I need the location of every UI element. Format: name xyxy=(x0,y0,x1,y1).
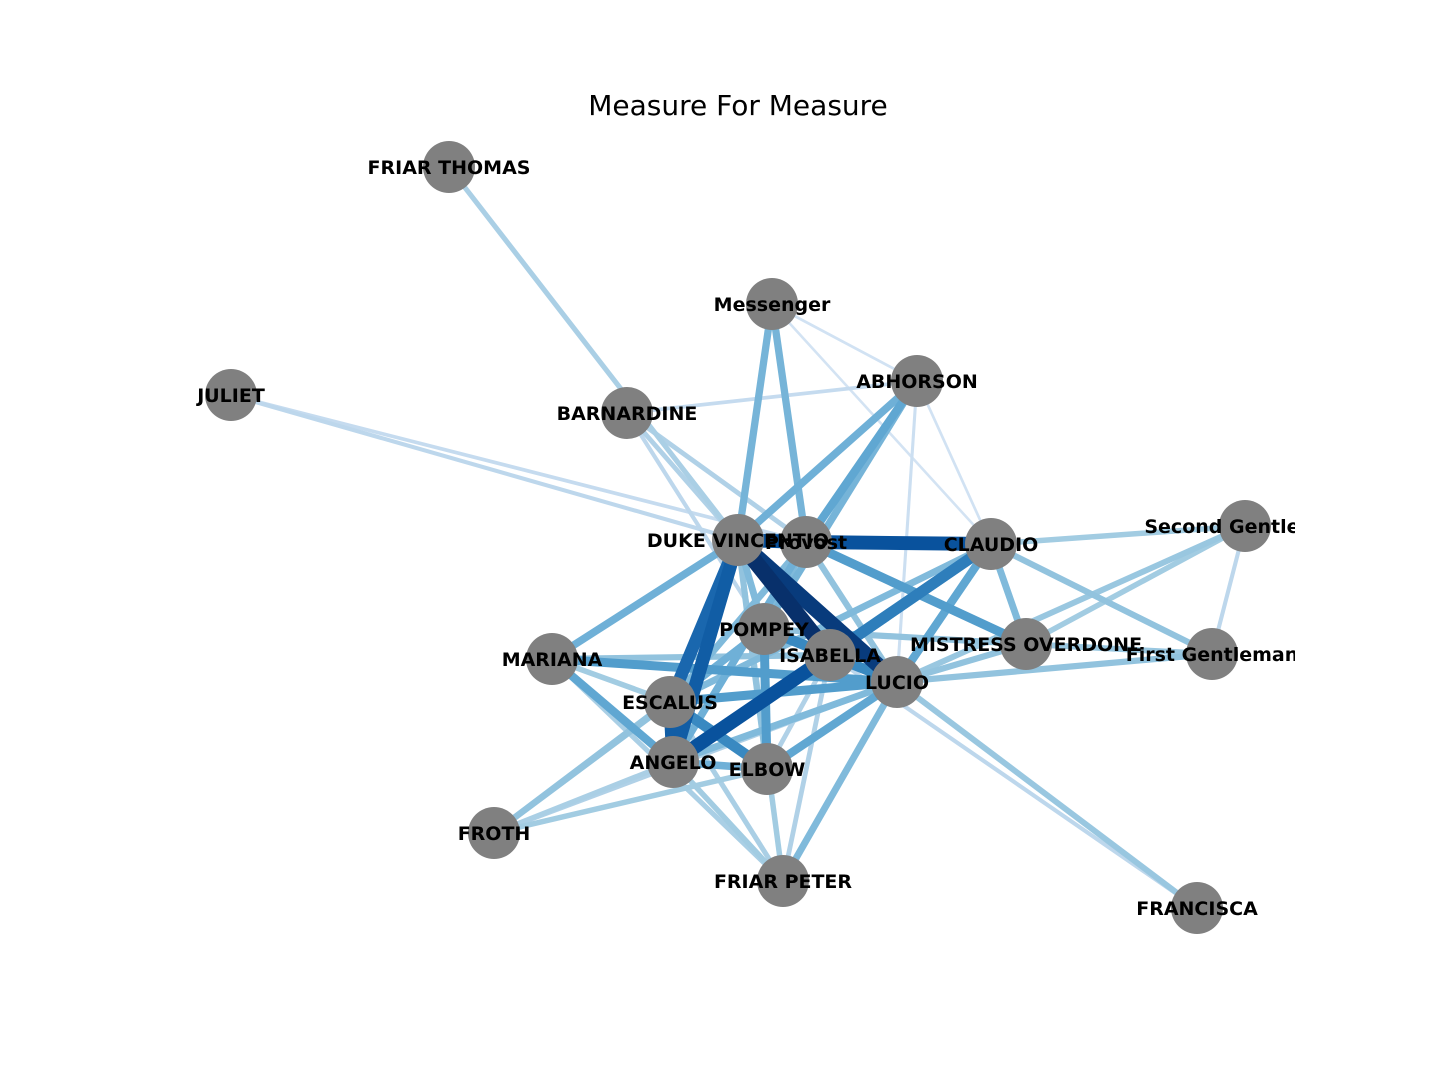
edge-juliet-duke-vincentio xyxy=(230,393,739,542)
node-label-provost: Provost xyxy=(765,532,847,554)
edge-mariana-angelo xyxy=(549,655,676,766)
node-label-francisca: FRANCISCA xyxy=(1136,898,1258,920)
node-duke-vincentio xyxy=(712,514,764,566)
node-label-isabella: ISABELLA xyxy=(779,645,881,667)
edge-elbow-froth xyxy=(493,766,768,836)
node-lucio xyxy=(871,656,923,708)
node-label-friar-thomas: FRIAR THOMAS xyxy=(368,157,531,179)
edge-mistress-overdone-first-gentleman xyxy=(1025,641,1213,657)
node-label-juliet: JULIET xyxy=(195,385,265,407)
node-label-friar-peter: FRIAR PETER xyxy=(714,871,852,893)
node-label-messenger: Messenger xyxy=(714,294,831,316)
node-mariana xyxy=(526,633,578,685)
node-messenger xyxy=(746,278,798,330)
edge-duke-vincentio-mariana xyxy=(549,536,741,663)
node-label-duke-vincentio: DUKE VINCENTIO xyxy=(647,530,829,552)
edge-juliet-provost xyxy=(230,393,807,544)
graph-title: Measure For Measure xyxy=(588,89,888,122)
node-label-froth: FROTH xyxy=(458,823,531,845)
node-first-gentleman xyxy=(1186,628,1238,680)
node-friar-peter xyxy=(757,855,809,907)
edge-angelo-isabella xyxy=(669,649,834,768)
label-layer: FRIAR THOMAS Messenger ABHORSON JULIET BARNA… xyxy=(195,157,1345,920)
edge-provost-claudio xyxy=(805,535,992,551)
edge-messenger-duke-vincentio xyxy=(734,303,776,541)
node-elbow xyxy=(741,743,793,795)
node-label-barnardine: BARNARDINE xyxy=(557,403,698,425)
edge-messenger-provost xyxy=(768,303,810,543)
edge-messenger-claudio xyxy=(771,303,992,545)
edge-claudio-lucio xyxy=(893,541,995,685)
edge-barnardine-pompey xyxy=(625,411,766,631)
node-froth xyxy=(468,807,520,859)
edge-claudio-second-gentleman xyxy=(990,523,1246,547)
node-juliet xyxy=(205,369,257,421)
node-claudio xyxy=(965,518,1017,570)
node-friar-thomas xyxy=(423,141,475,193)
node-label-second-gentleman: Second Gentleman xyxy=(1144,516,1345,538)
node-isabella xyxy=(804,629,856,681)
edge-lucio-second-gentleman xyxy=(895,523,1247,685)
node-label-pompey: POMPEY xyxy=(719,619,809,641)
node-provost xyxy=(780,516,832,568)
edge-friar-thomas-duke-vincentio xyxy=(446,165,741,542)
node-abhorson xyxy=(891,355,943,407)
edge-lucio-francisca xyxy=(895,679,1199,911)
edge-lucio-friar-peter xyxy=(780,680,900,883)
edge-abhorson-claudio xyxy=(915,380,993,545)
node-mistress-overdone xyxy=(1000,618,1052,670)
node-label-first-gentleman: First Gentleman xyxy=(1126,644,1299,666)
node-label-mistress-overdone: MISTRESS OVERDONE xyxy=(910,634,1142,656)
edge-duke-vincentio-angelo xyxy=(666,538,745,764)
node-label-abhorson: ABHORSON xyxy=(856,371,978,393)
edge-barnardine-abhorson xyxy=(626,379,918,415)
node-angelo xyxy=(647,736,699,788)
edge-duke-vincentio-abhorson xyxy=(735,378,920,543)
edge-angelo-friar-peter xyxy=(670,760,786,883)
node-pompey xyxy=(738,603,790,655)
node-barnardine xyxy=(601,387,653,439)
edge-messenger-abhorson xyxy=(771,302,918,383)
node-escalus xyxy=(644,676,696,728)
edge-angelo-lucio xyxy=(671,678,899,766)
edge-lucio-first-gentleman xyxy=(896,650,1213,686)
edge-claudio-first-gentleman xyxy=(989,541,1214,657)
node-francisca xyxy=(1171,882,1223,934)
node-label-elbow: ELBOW xyxy=(729,759,806,781)
node-label-angelo: ANGELO xyxy=(630,752,717,774)
edge-mistress-overdone-second-gentleman xyxy=(1024,523,1247,647)
node-label-lucio: LUCIO xyxy=(865,672,929,694)
node-layer xyxy=(205,141,1271,934)
edge-angelo-froth xyxy=(493,759,674,836)
edge-provost-abhorson xyxy=(802,378,921,545)
node-label-escalus: ESCALUS xyxy=(622,692,718,714)
edge-abhorson-lucio xyxy=(895,380,919,683)
node-label-mariana: MARIANA xyxy=(502,649,603,671)
node-second-gentleman xyxy=(1219,500,1271,552)
node-label-claudio: CLAUDIO xyxy=(944,534,1039,556)
edge-elbow-lucio xyxy=(764,678,900,773)
